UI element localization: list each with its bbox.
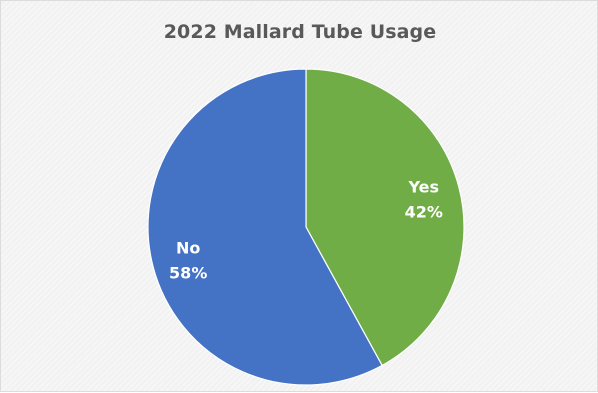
slice-label-yes: Yes — [408, 178, 440, 197]
chart-title: 2022 Mallard Tube Usage — [163, 21, 437, 43]
slice-label-no: No — [176, 238, 200, 257]
pie-slice-yes — [305, 68, 465, 367]
slice-value-yes: 42% — [405, 203, 443, 222]
pie-slice-no — [147, 68, 383, 386]
slice-value-no: 58% — [169, 263, 207, 282]
